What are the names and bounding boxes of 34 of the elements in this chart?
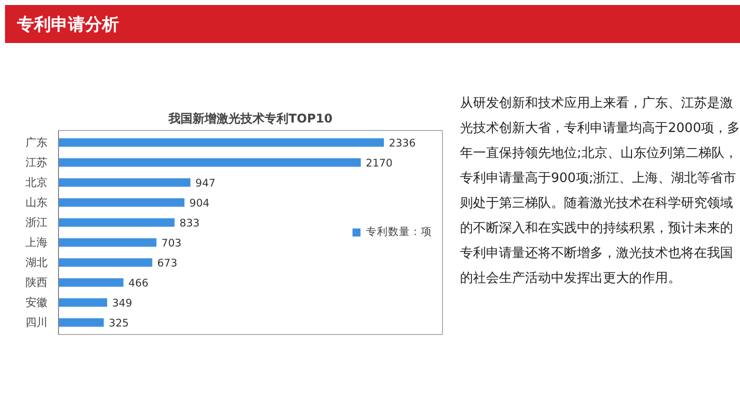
y-tick-label: 广东 bbox=[26, 136, 48, 149]
legend-label: 专利数量：项 bbox=[366, 225, 432, 239]
data-label: 2336 bbox=[388, 138, 416, 150]
data-label: 904 bbox=[189, 198, 210, 210]
bar bbox=[58, 278, 124, 287]
bar bbox=[58, 158, 361, 167]
bar bbox=[58, 258, 152, 267]
data-label: 833 bbox=[180, 218, 200, 230]
y-tick-label: 陕西 bbox=[26, 276, 48, 289]
chart-title: 我国新增激光技术专利TOP10 bbox=[168, 112, 332, 126]
y-tick-label: 上海 bbox=[26, 236, 48, 249]
bar bbox=[58, 238, 156, 247]
text: 从研发创新和技术应用上来看，广东、江苏是激光技术创新大省，专利申请量均高于2000项，多年一直保持领先地位;北京、山东位列第二梯队，专利申请量高于900项;浙江、上海、湖北等省市则处于第三梯队。随着激光技术在科学研究领域的不断深入和在实践中的持续积累，预计未来的专利申请量还将不断增多，激光技术也将在我国的社会生产活动中发挥出更大的作用。 bbox=[460, 95, 740, 288]
y-tick-label: 北京 bbox=[26, 176, 48, 189]
data-label: 673 bbox=[157, 258, 178, 270]
bar bbox=[58, 178, 190, 187]
bar bbox=[58, 218, 175, 227]
y-tick-label: 江苏 bbox=[26, 156, 48, 169]
y-tick-label: 湖北 bbox=[26, 256, 48, 269]
data-label: 703 bbox=[161, 238, 182, 250]
y-tick-label: 安徽 bbox=[26, 296, 48, 309]
bar bbox=[58, 138, 384, 147]
bar bbox=[58, 318, 104, 327]
y-tick-label: 四川 bbox=[26, 316, 48, 329]
data-label: 349 bbox=[112, 298, 132, 310]
y-tick-label: 山东 bbox=[26, 196, 48, 209]
text: 专利申请分析 bbox=[17, 14, 119, 37]
data-label: 947 bbox=[195, 178, 216, 190]
bar bbox=[58, 198, 184, 207]
bar bbox=[58, 298, 108, 307]
data-label: 466 bbox=[128, 278, 149, 290]
data-label: 325 bbox=[108, 318, 129, 330]
y-tick-label: 浙江 bbox=[26, 216, 48, 229]
data-label: 2170 bbox=[366, 158, 393, 170]
